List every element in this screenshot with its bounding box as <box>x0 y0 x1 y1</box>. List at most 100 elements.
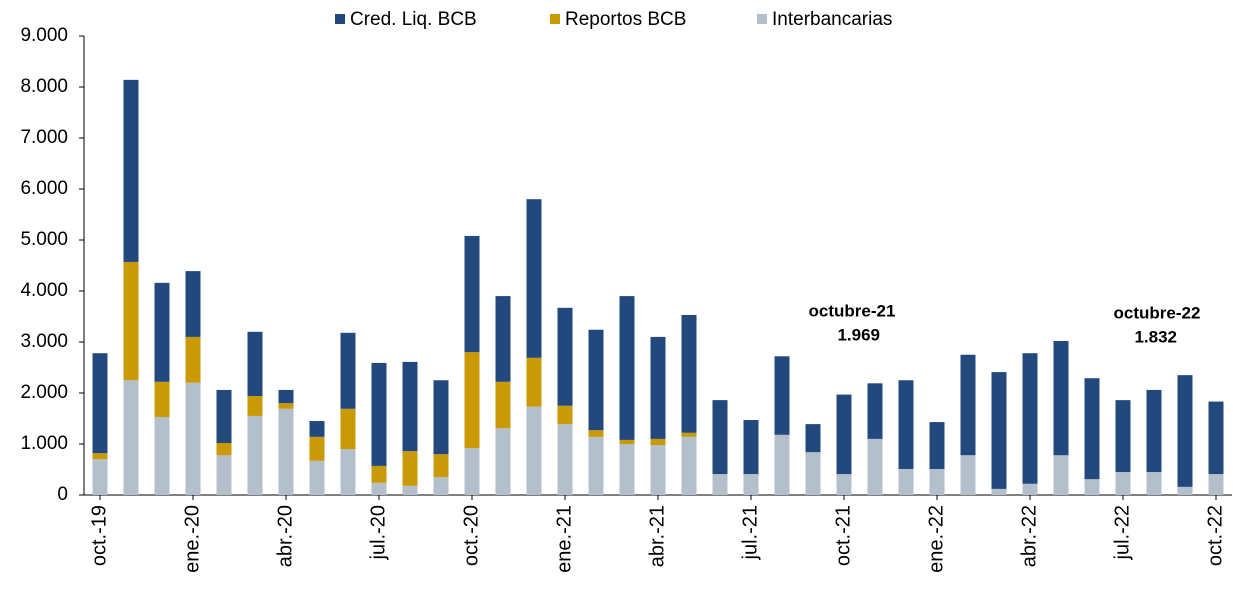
annotation-value: 1.969 <box>837 325 880 344</box>
bar-segment <box>278 389 294 404</box>
bar-segment <box>743 420 759 475</box>
y-tick-label: 2.000 <box>20 382 68 403</box>
bar-segment <box>92 453 108 460</box>
bar-segment <box>278 408 294 495</box>
legend-label: Interbancarias <box>772 9 892 30</box>
bar-segment <box>371 482 387 495</box>
bar-segment <box>619 296 635 440</box>
bar-segment <box>154 416 170 495</box>
bar-segment <box>340 449 356 495</box>
bar-segment <box>495 381 511 429</box>
bar-segment <box>712 400 728 475</box>
bar-segment <box>526 199 542 358</box>
bar-segment <box>495 296 511 382</box>
bar-segment <box>371 465 387 483</box>
bar-segment <box>309 436 325 461</box>
bar-segment <box>681 314 697 433</box>
bar-segment <box>309 460 325 495</box>
x-tick-label: oct.-21 <box>832 505 854 566</box>
legend-swatch <box>550 14 560 24</box>
bar-segment <box>371 362 387 466</box>
bar-segment <box>402 451 418 486</box>
bar-segment <box>1084 479 1100 495</box>
x-tick-label: jul.-22 <box>1111 505 1133 560</box>
bar-segment <box>805 452 821 495</box>
y-tick-label: 4.000 <box>20 280 68 301</box>
bar-segment <box>433 477 449 495</box>
bar-segment <box>588 430 604 437</box>
bar-segment <box>185 336 201 383</box>
y-tick-label: 6.000 <box>20 178 68 199</box>
bar-segment <box>216 442 232 456</box>
bar-segment <box>464 352 480 449</box>
x-tick-label: oct.-22 <box>1204 505 1226 566</box>
bar-segment <box>1146 389 1162 473</box>
bar-segment <box>402 485 418 495</box>
bar-segment <box>495 428 511 495</box>
bar-segment <box>123 79 139 262</box>
bar-segment <box>836 474 852 495</box>
bar-segment <box>1208 401 1224 475</box>
x-tick-label: oct.-19 <box>88 505 110 566</box>
bar-segment <box>216 455 232 495</box>
x-tick-label: abr.-20 <box>274 505 296 567</box>
annotation-title: octubre-21 <box>809 301 896 320</box>
bar-segment <box>650 336 666 439</box>
bar-segment <box>991 488 1007 495</box>
bar-segment <box>92 353 108 454</box>
x-tick-label: ene.-21 <box>553 505 575 573</box>
legend-label: Cred. Liq. BCB <box>350 9 477 30</box>
y-tick-label: 3.000 <box>20 331 68 352</box>
bar-segment <box>681 436 697 495</box>
bar-segment <box>867 438 883 495</box>
x-tick-label: abr.-22 <box>1018 505 1040 567</box>
annotation-value: 1.832 <box>1134 327 1177 346</box>
bar-segment <box>1177 375 1193 487</box>
bar-segment <box>278 403 294 409</box>
bar-segment <box>247 396 263 416</box>
y-tick-label: 8.000 <box>20 76 68 97</box>
y-tick-label: 1.000 <box>20 433 68 454</box>
bar-segment <box>1146 472 1162 495</box>
bar-segment <box>619 444 635 495</box>
bar-segment <box>619 439 635 444</box>
bar-segment <box>402 361 418 452</box>
y-tick-label: 9.000 <box>20 25 68 46</box>
bar-segment <box>526 406 542 495</box>
bar-segment <box>1053 340 1069 456</box>
bar-segment <box>1084 378 1100 480</box>
bar-segment <box>433 454 449 478</box>
bar-segment <box>650 445 666 495</box>
y-tick-label: 7.000 <box>20 127 68 148</box>
bar-segment <box>1022 353 1038 484</box>
bar-segment <box>1177 486 1193 495</box>
bar-segment <box>960 354 976 456</box>
bar-segment <box>185 271 201 337</box>
bar-segment <box>247 415 263 495</box>
bar-segment <box>991 372 1007 489</box>
bar-segment <box>526 357 542 407</box>
bar-segment <box>1053 455 1069 495</box>
x-tick-label: oct.-20 <box>460 505 482 566</box>
legend-swatch <box>335 14 345 24</box>
bar-segment <box>247 331 263 397</box>
bar-segment <box>588 329 604 431</box>
bar-segment <box>1115 472 1131 495</box>
bar-segment <box>433 380 449 455</box>
y-tick-label: 5.000 <box>20 229 68 250</box>
bar-segment <box>557 424 573 495</box>
x-tick-label: ene.-22 <box>925 505 947 573</box>
bar-segment <box>92 459 108 495</box>
bar-segment <box>340 332 356 409</box>
bar-segment <box>123 380 139 495</box>
bar-segment <box>216 389 232 443</box>
bar-segment <box>650 438 666 446</box>
legend-swatch <box>757 14 767 24</box>
bar-segment <box>464 448 480 495</box>
bar-segment <box>557 307 573 406</box>
bar-segment <box>898 380 914 469</box>
bar-segment <box>712 474 728 495</box>
bar-segment <box>774 434 790 495</box>
legend-label: Reportos BCB <box>565 9 686 30</box>
